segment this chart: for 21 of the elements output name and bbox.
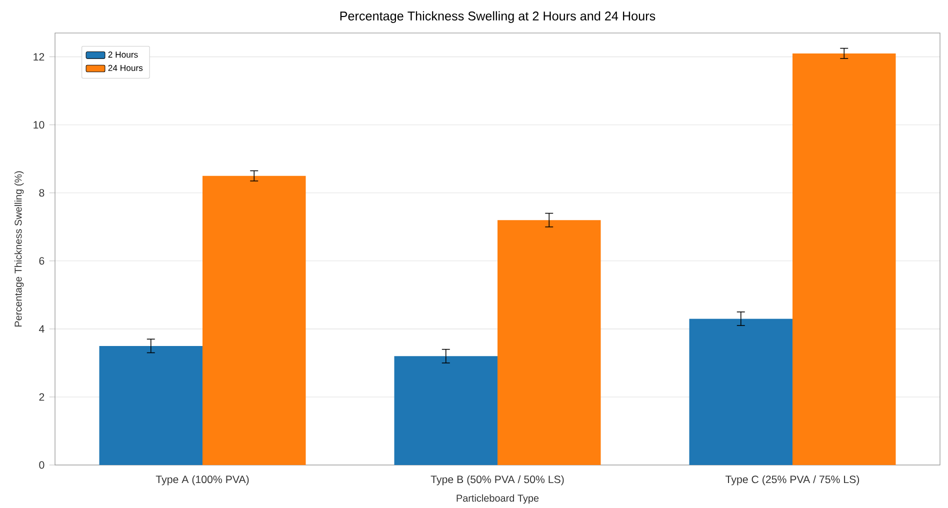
y-tick-label: 12 — [34, 53, 44, 60]
y-tick-label: 10 — [34, 121, 44, 129]
x-tick-label: Type B (50% PVA / 50% LS) — [430, 475, 564, 486]
x-tick-label: Type A (100% PVA) — [156, 475, 249, 486]
bar — [394, 356, 498, 465]
y-axis-title: Percentage Thickness Swelling (%) — [14, 171, 24, 326]
bar — [99, 346, 203, 465]
y-tick-label: 6 — [39, 257, 44, 265]
bar — [689, 318, 792, 465]
chart-title: Percentage Thickness Swelling at 2 Hours and 24 Hours — [340, 11, 656, 23]
legend-label: 2 Hours — [108, 52, 138, 58]
legend-label: 24 Hours — [108, 64, 143, 71]
y-tick-label: 2 — [39, 393, 44, 401]
y-tick-label: 4 — [38, 325, 44, 333]
bar — [792, 53, 896, 465]
bar — [498, 220, 601, 465]
y-tick-label: 8 — [39, 189, 44, 197]
y-tick-label: 0 — [39, 461, 44, 469]
bar — [202, 176, 306, 465]
x-tick-label: Type C (25% PVA / 75% LS) — [725, 475, 860, 486]
x-axis-title: Particleboard Type — [456, 494, 539, 504]
